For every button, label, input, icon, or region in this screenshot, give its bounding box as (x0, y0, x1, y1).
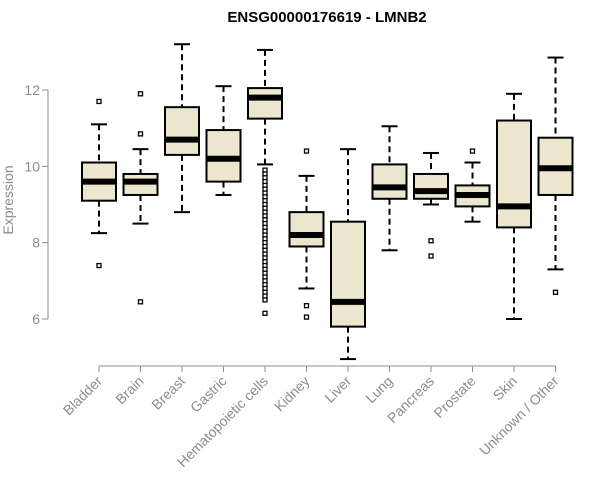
iqr-box (288, 211, 325, 248)
iqr-box (496, 119, 532, 229)
y-axis-label: Expression (0, 165, 16, 234)
box-skin (496, 92, 532, 320)
box-gastric (205, 85, 242, 196)
y-tick-label: 12 (24, 82, 40, 98)
box-kidney (288, 148, 325, 320)
box-lung (371, 125, 408, 252)
outlier-point (96, 262, 102, 269)
x-tick-label: Lung (362, 373, 395, 406)
box-pancreas (413, 151, 449, 259)
x-tick-label: Bladder (60, 373, 106, 419)
x-tick-label: Kidney (271, 373, 313, 415)
outlier-point (303, 314, 310, 320)
iqr-box (371, 163, 408, 200)
outlier-point (552, 289, 559, 295)
chart-title: ENSG00000176619 - LMNB2 (227, 9, 426, 26)
outlier-point (262, 297, 268, 303)
x-tick-label: Prostate (430, 373, 478, 421)
outlier-point (303, 302, 310, 309)
x-tick-label: Liver (321, 373, 354, 406)
outlier-point (469, 148, 476, 154)
outlier-point (303, 148, 310, 154)
outlier-point (262, 310, 268, 316)
box-hematopoietic-cells (247, 48, 283, 316)
x-tick-label: Unknown / Other (476, 373, 562, 459)
box-bladder (81, 98, 117, 269)
iqr-box (330, 220, 366, 328)
box-unknown-other (537, 56, 574, 295)
x-tick-label: Brain (112, 373, 146, 407)
iqr-box (247, 87, 283, 120)
y-tick-label: 8 (32, 235, 40, 251)
x-tick-label: Skin (490, 373, 521, 404)
box-breast (164, 43, 200, 214)
y-axis: 6 8 10 12 (24, 82, 49, 327)
outlier-point (428, 238, 434, 244)
outlier-point (137, 299, 144, 305)
y-tick-label: 6 (32, 311, 40, 327)
box-prostate (454, 148, 491, 223)
outlier-point (137, 91, 144, 97)
iqr-box (413, 172, 449, 200)
box-liver (330, 148, 366, 361)
outlier-point (137, 131, 144, 137)
y-tick-label: 10 (24, 158, 40, 174)
outlier-point (428, 253, 434, 259)
x-tick-label: Breast (148, 373, 188, 413)
box-series (81, 43, 574, 361)
box-brain (122, 91, 159, 305)
outlier-point (96, 98, 102, 105)
iqr-box (164, 106, 200, 156)
